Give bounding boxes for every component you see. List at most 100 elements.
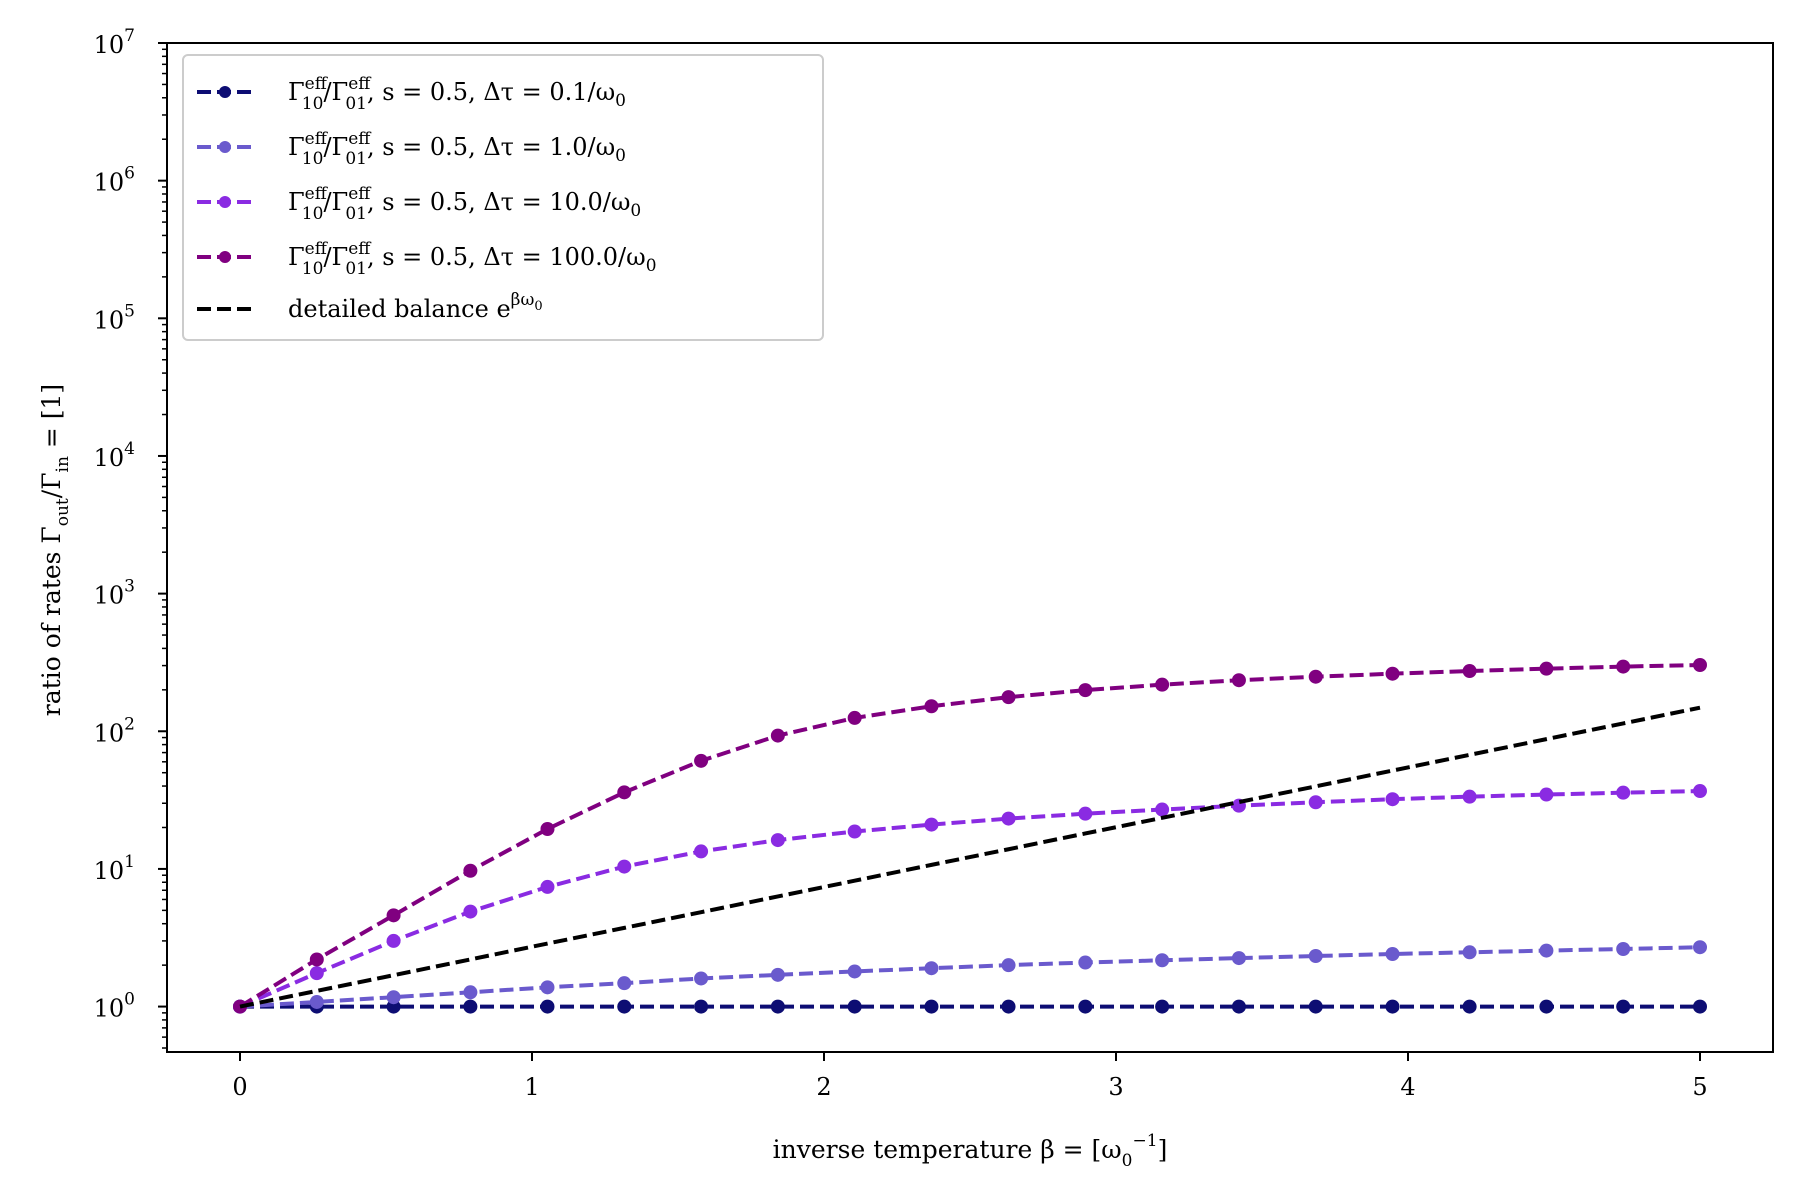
legend-sub: 10: [302, 204, 324, 224]
legend-box: [182, 54, 824, 341]
x-tick-label: 5: [1692, 1073, 1707, 1101]
series-1-point: [1078, 955, 1093, 970]
series-2-point: [1078, 806, 1093, 821]
x-tick-label: 0: [232, 1073, 247, 1101]
series-layer: [233, 658, 1707, 1014]
series-4-line: [239, 705, 1701, 1009]
x-axis-label-sup: −1: [1133, 1131, 1158, 1151]
plot-frame: [166, 42, 1774, 1053]
series-3-point: [694, 753, 709, 768]
legend-marker-dtau-100.0: [219, 251, 231, 263]
legend-sub: 01: [345, 149, 367, 169]
legend-sub: 0: [630, 201, 641, 221]
legend-entry-dtau-0.1: Γeff 10/Γeff 01, s = 0.5, Δτ = 0.1/ω0: [197, 74, 626, 114]
legend-balance-sup: βω: [511, 290, 535, 310]
series-1-point: [309, 994, 324, 1009]
y-tick-label: 103: [94, 577, 135, 610]
series-2: [233, 784, 1707, 1014]
legend-sub: 0: [615, 91, 626, 111]
x-axis-label-end: ]: [1158, 1135, 1168, 1164]
series-3-point: [540, 822, 555, 836]
legend-rest: , s = 0.5, Δτ = 0.1/ω: [367, 78, 615, 106]
legend-sub: 0: [615, 146, 626, 166]
series-1-point: [694, 971, 709, 986]
series-3-point: [1462, 664, 1477, 679]
series-1-point: [1385, 946, 1400, 961]
series-1-point: [1308, 949, 1323, 964]
series-3-point: [1616, 659, 1631, 674]
y-tick-base: 10: [94, 306, 125, 334]
series-2-point: [1616, 785, 1631, 800]
legend-entry-dtau-10.0: Γeff 10/Γeff 01, s = 0.5, Δτ = 10.0/ω0: [197, 184, 641, 224]
series-0-point: [540, 999, 555, 1014]
legend-sub: 01: [345, 204, 367, 224]
y-axis-label-end: = [1]: [37, 384, 66, 456]
y-tick-label: 104: [94, 439, 135, 472]
y-tick-exp: 0: [124, 990, 135, 1010]
legend-marker-dtau-1.0: [219, 141, 231, 153]
legend-marker-dtau-10.0: [219, 196, 231, 208]
x-tick-label: 2: [816, 1073, 831, 1101]
legend-sub: 01: [345, 94, 367, 114]
series-3: [233, 658, 1707, 1014]
y-axis-label-mid: /Γ: [37, 472, 66, 498]
series-1-point: [924, 961, 939, 976]
legend-rest: , s = 0.5, Δτ = 10.0/ω: [367, 188, 630, 216]
series-1-point: [847, 964, 862, 979]
series-1-point: [1462, 945, 1477, 960]
legend-gamma: Γ: [288, 243, 305, 271]
legend-mid: /Γ: [323, 243, 348, 271]
series-3-point: [924, 699, 939, 714]
series-0-point: [847, 999, 862, 1014]
series-3-point: [770, 728, 785, 743]
legend-mid: /Γ: [323, 188, 348, 216]
series-1-point: [1001, 958, 1016, 973]
series-0-point: [924, 999, 939, 1014]
series-1-point: [1539, 943, 1554, 958]
y-tick-base: 10: [94, 444, 125, 472]
legend-label-detailed-balance: detailed balance eβω0: [288, 290, 543, 323]
series-1-point: [463, 985, 478, 1000]
legend-entry-dtau-1.0: Γeff 10/Γeff 01, s = 0.5, Δτ = 1.0/ω0: [197, 129, 626, 169]
series-0-point: [617, 999, 632, 1014]
series-1-point: [770, 967, 785, 982]
series-1-point: [1231, 951, 1246, 966]
y-tick-label: 102: [94, 714, 135, 747]
legend-rest: , s = 0.5, Δτ = 1.0/ω: [367, 133, 615, 161]
legend-sub: 10: [302, 149, 324, 169]
y-tick-exp: 2: [124, 714, 135, 734]
y-tick-base: 10: [94, 857, 125, 885]
series-1-point: [1693, 940, 1707, 955]
legend-sub: 01: [345, 259, 367, 279]
series-2-point: [617, 859, 632, 874]
y-tick-base: 10: [94, 169, 125, 197]
y-tick-label: 101: [94, 852, 135, 885]
series-2-line: [239, 789, 1701, 1009]
series-3-point: [309, 952, 324, 967]
series-3-line: [238, 663, 1701, 1009]
series-0-point: [1616, 999, 1631, 1014]
series-3-point: [463, 863, 478, 878]
series-3-point: [1155, 677, 1170, 692]
series-3-point: [847, 710, 862, 725]
y-tick-label: 100: [94, 990, 135, 1023]
legend-marker-dtau-0.1: [219, 86, 231, 98]
legend-balance-supsub: 0: [534, 299, 542, 314]
series-3-point: [617, 785, 632, 800]
series-3-point: [1231, 673, 1246, 688]
series-2-point: [463, 904, 478, 919]
y-tick-base: 10: [94, 995, 125, 1023]
y-tick-exp: 4: [124, 439, 135, 459]
y-tick-base: 10: [94, 582, 125, 610]
legend-mid: /Γ: [323, 133, 348, 161]
series-4: [239, 705, 1701, 1009]
x-axis: 0 1 2 3 4 5: [232, 1052, 1708, 1101]
series-2-point: [1155, 802, 1170, 817]
series-1-line: [239, 945, 1701, 1009]
series-2-point: [1385, 792, 1400, 807]
series-3-point: [1308, 669, 1323, 684]
y-tick-label: 107: [94, 26, 135, 59]
y-tick-base: 10: [94, 719, 125, 747]
legend-rest: , s = 0.5, Δτ = 100.0/ω: [367, 243, 646, 271]
series-0-point: [1001, 999, 1016, 1014]
